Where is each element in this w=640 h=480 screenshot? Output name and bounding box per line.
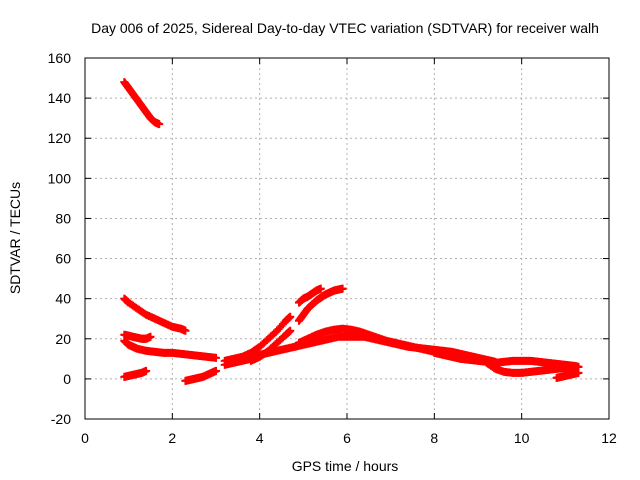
y-tick-label: 100 — [48, 170, 72, 186]
series-arc-b — [120, 294, 190, 335]
series-arc-k — [294, 284, 347, 325]
y-tick-label: 20 — [55, 331, 71, 347]
data-point — [286, 326, 295, 335]
data-marks — [120, 78, 583, 385]
series-arc-e — [120, 366, 151, 381]
x-tick-label: 2 — [168, 430, 176, 446]
data-point — [286, 312, 295, 321]
data-point — [212, 353, 220, 362]
x-tick-label: 12 — [601, 430, 617, 446]
y-tick-label: 140 — [48, 90, 72, 106]
data-point — [181, 326, 190, 335]
series-arc-c — [120, 330, 155, 343]
series-arc-h — [220, 312, 295, 365]
series-arc-i — [246, 326, 295, 365]
grid — [85, 58, 609, 419]
x-tick-label: 6 — [343, 430, 351, 446]
y-tick-label: 60 — [55, 251, 71, 267]
series-arc-d — [120, 336, 220, 362]
x-axis-label: GPS time / hours — [292, 458, 399, 474]
axis-ticks: 0 2 4 6 8 10 12 -20 0 20 40 60 80 100 120 140 160 — [48, 50, 617, 446]
y-tick-label: 40 — [55, 291, 71, 307]
y-tick-label: 120 — [48, 130, 72, 146]
y-axis-label: SDTVAR / TECUs — [7, 182, 23, 294]
x-tick-label: 4 — [256, 430, 264, 446]
series-arc-a — [120, 78, 164, 129]
data-point — [212, 366, 220, 375]
chart-title: Day 006 of 2025, Sidereal Day-to-day VTE… — [91, 20, 599, 36]
series-arc-o — [482, 358, 583, 377]
data-point — [316, 284, 325, 293]
y-tick-label: 160 — [48, 50, 72, 66]
x-tick-label: 8 — [430, 430, 438, 446]
y-tick-label: 0 — [63, 371, 71, 387]
x-tick-label: 0 — [81, 430, 89, 446]
y-tick-label: -20 — [51, 411, 71, 427]
series-arc-j — [294, 284, 325, 307]
data-point — [155, 120, 164, 129]
y-tick-label: 80 — [55, 210, 71, 226]
x-tick-label: 10 — [514, 430, 530, 446]
series-arc-f — [181, 366, 220, 385]
data-point — [338, 284, 347, 293]
series-arc-p — [552, 368, 583, 382]
data-point — [142, 366, 151, 375]
data-point — [574, 368, 583, 377]
data-point — [146, 332, 155, 341]
